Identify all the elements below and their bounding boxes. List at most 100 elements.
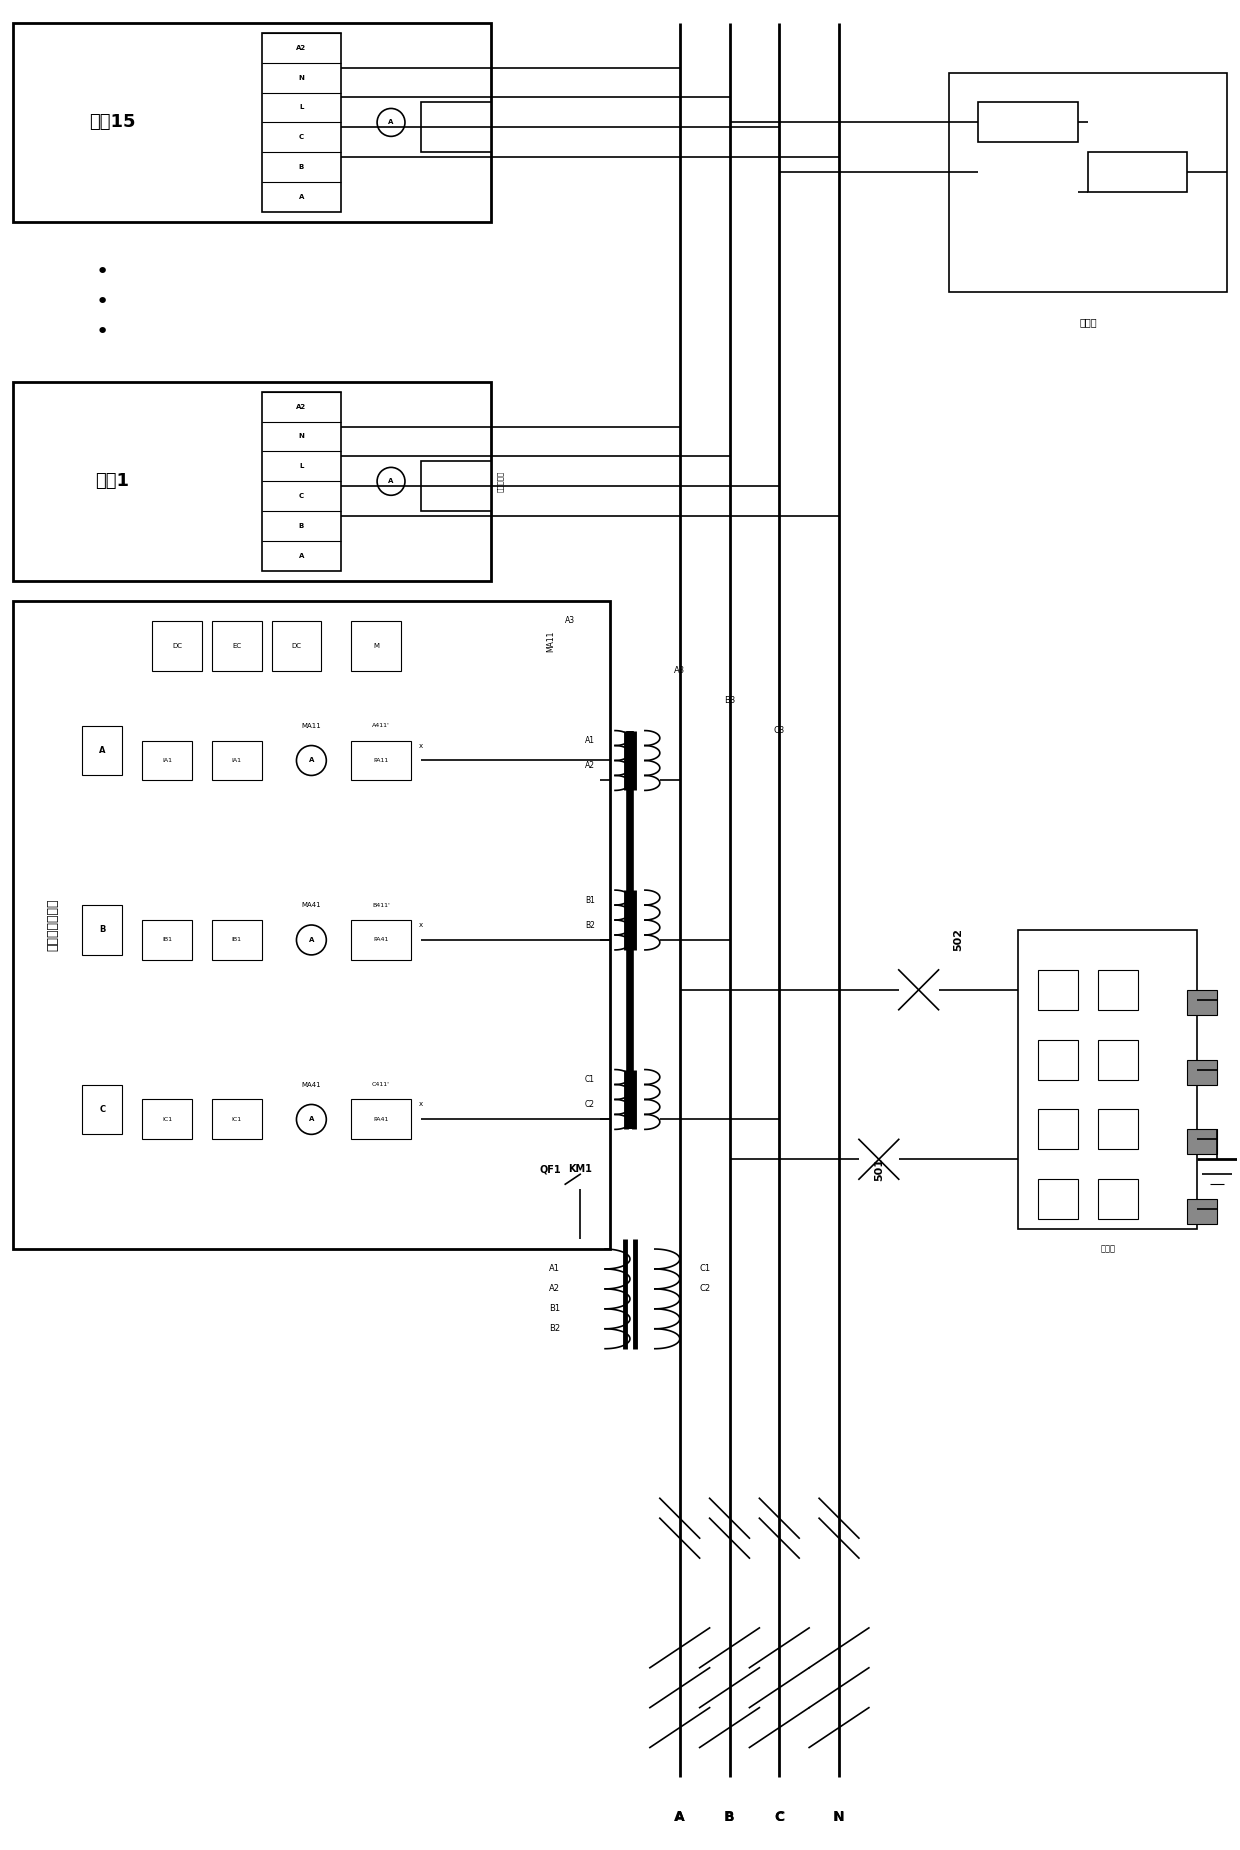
Text: A1: A1 [549, 1264, 560, 1273]
Text: B1: B1 [585, 895, 595, 905]
Text: C2: C2 [699, 1284, 711, 1293]
Text: A3: A3 [675, 666, 686, 675]
Bar [82, 905, 123, 955]
Text: 分机1: 分机1 [95, 472, 129, 490]
Bar [440, 468, 481, 483]
Text: PA41: PA41 [373, 1117, 389, 1121]
Text: A: A [675, 1811, 686, 1824]
Text: B2: B2 [585, 921, 595, 929]
Text: 继电器: 继电器 [1100, 1245, 1115, 1254]
Text: 三相不平衡主机: 三相不平衡主机 [46, 899, 60, 951]
Text: IA1: IA1 [232, 758, 242, 762]
Text: •: • [95, 263, 109, 281]
Text: C1: C1 [699, 1264, 711, 1273]
Text: MA11: MA11 [301, 723, 321, 729]
Text: L: L [299, 462, 304, 470]
Text: DC: DC [291, 642, 301, 649]
Bar [1038, 969, 1078, 1010]
Bar [1188, 1199, 1218, 1225]
Text: A2: A2 [585, 760, 595, 770]
Bar [440, 128, 481, 142]
Text: x: x [419, 921, 423, 929]
Text: N: N [833, 1811, 844, 1824]
Text: A1: A1 [585, 736, 595, 746]
Bar [440, 109, 481, 124]
Text: C: C [299, 494, 304, 500]
Text: QF1: QF1 [539, 1164, 562, 1175]
Bar [1097, 969, 1137, 1010]
Text: B411': B411' [372, 903, 391, 908]
Text: A: A [299, 553, 304, 559]
Text: B: B [299, 165, 304, 170]
Bar [351, 1099, 410, 1140]
Text: x: x [419, 742, 423, 749]
Text: x: x [419, 1101, 423, 1108]
Text: A: A [388, 479, 394, 485]
Bar [1038, 1178, 1078, 1219]
Text: MA41: MA41 [301, 1082, 321, 1088]
Bar [12, 601, 610, 1249]
Text: C: C [299, 135, 304, 141]
Text: A: A [675, 1811, 684, 1824]
Text: B3: B3 [724, 696, 735, 705]
Text: A: A [309, 757, 314, 764]
Bar [153, 622, 202, 672]
Bar [262, 33, 341, 213]
Text: A: A [309, 1116, 314, 1123]
Bar [1038, 1040, 1078, 1080]
Bar [212, 919, 262, 960]
Text: KM1: KM1 [568, 1164, 593, 1175]
Text: 501: 501 [874, 1158, 884, 1180]
Bar [143, 740, 192, 781]
Bar [1188, 1060, 1218, 1084]
Bar [1097, 1178, 1137, 1219]
Text: A: A [99, 746, 105, 755]
Bar [1097, 1110, 1137, 1149]
Text: B: B [724, 1811, 735, 1824]
Bar [212, 622, 262, 672]
Bar [12, 22, 491, 222]
Bar [1018, 931, 1198, 1228]
Bar [949, 72, 1228, 292]
Bar [143, 1099, 192, 1140]
Bar [1188, 990, 1218, 1016]
Text: C: C [99, 1104, 105, 1114]
Bar [420, 461, 491, 511]
Text: L: L [299, 104, 304, 111]
Text: B: B [299, 524, 304, 529]
Text: C411': C411' [372, 1082, 391, 1088]
Bar [420, 102, 491, 152]
Bar [1097, 1040, 1137, 1080]
Text: EC: EC [232, 642, 242, 649]
Text: N: N [833, 1811, 844, 1824]
Text: N: N [299, 74, 304, 81]
Text: IB1: IB1 [232, 938, 242, 942]
Text: 502: 502 [954, 929, 963, 951]
Text: 分机15: 分机15 [89, 113, 135, 131]
Bar [82, 1084, 123, 1134]
Text: C: C [775, 1811, 784, 1824]
Text: 电流互感器: 电流互感器 [497, 470, 503, 492]
Bar [82, 725, 123, 775]
Text: A: A [309, 936, 314, 944]
Bar [212, 1099, 262, 1140]
Text: MA41: MA41 [301, 903, 321, 908]
Text: C3: C3 [774, 725, 785, 734]
Bar [212, 740, 262, 781]
Text: IB1: IB1 [162, 938, 172, 942]
Text: PA11: PA11 [373, 758, 388, 762]
Text: M: M [373, 642, 379, 649]
Text: 网比位: 网比位 [1079, 316, 1096, 327]
Text: A: A [388, 120, 394, 126]
Bar [1087, 152, 1188, 192]
Bar [351, 622, 401, 672]
Text: IC1: IC1 [162, 1117, 172, 1121]
Text: B2: B2 [549, 1325, 560, 1334]
Bar [262, 392, 341, 572]
Bar [272, 622, 321, 672]
Text: MA11: MA11 [546, 631, 554, 651]
Bar [351, 919, 410, 960]
Bar [978, 102, 1078, 142]
Bar [12, 381, 491, 581]
Text: C1: C1 [585, 1075, 595, 1084]
